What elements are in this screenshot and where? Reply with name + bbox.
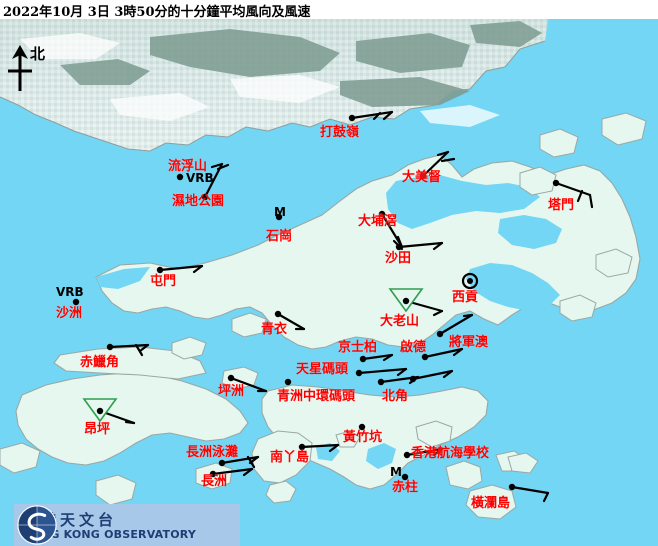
station-label-ta-kwu-ling: 打鼓嶺 [320,125,360,140]
station-label-sha-tin: 沙田 [385,251,412,266]
hko-logo-icon [17,505,57,545]
station-label-kai-tak: 啟德 [400,340,427,355]
station-label-ngong-ping: 昂坪 [84,422,111,437]
wind-barbs [98,110,594,503]
victoria-harbour [262,359,478,393]
station-vrb-sha-chau: VRB [56,285,84,299]
station-label-tap-mun: 塔門 [548,198,575,213]
station-vrb-lau-fau-shan: VRB [186,171,214,185]
small-islands [0,112,647,520]
station-label-tsing-yi: 青衣 [261,322,288,337]
map-graphics [0,19,658,546]
station-markers [72,114,560,491]
north-arrow-label: 北 [30,45,46,63]
station-label-central-pier: 中環碼頭 [303,389,356,404]
landmass-lantau [15,346,249,466]
station-label-stanley: 赤柱 [392,480,419,495]
station-label-tai-mei-tuk: 大美督 [402,170,442,185]
north-arrow-icon [8,45,32,91]
station-label-star-ferry: 天星碼頭 [296,362,349,377]
station-mflag-stanley: M [390,465,402,479]
station-label-tai-po-kau: 大埔滘 [358,214,398,229]
station-label-wetland-park: 濕地公園 [172,194,225,209]
station-label-chek-lap-kok: 赤鱲角 [80,355,120,370]
station-label-lamma-island: 南丫島 [270,450,310,465]
page-title: 2022年10月 3日 3時50分的十分鐘平均風向及風速 [3,5,311,20]
station-marker-sai-kung [461,272,479,290]
station-label-shek-kong: 石崗 [266,229,293,244]
station-label-peng-chau: 坪洲 [218,384,245,399]
landmass-new-territories [95,154,641,350]
station-label-tuen-mun: 屯門 [150,274,177,289]
station-label-sha-chau: 沙洲 [56,306,83,321]
station-label-tseung-kwan-o: 將軍澳 [449,335,489,350]
hko-logo-en: HONG KONG OBSERVATORY [22,527,197,541]
station-label-north-point: 北角 [382,389,409,404]
hong-kong-wind-map: 北 打鼓嶺 流浮山 VRB 濕地公園 M 石崗 塔門 大美督 大埔滘 沙田 屯門… [0,19,658,546]
station-label-sai-kung: 西貢 [452,290,479,305]
station-label-cheung-chau-beach: 長洲泳灘 [186,445,239,460]
station-label-green-island: 青洲 [277,389,304,404]
station-label-wong-chuk-hang: 黃竹坑 [343,430,383,445]
station-label-waglan-island: 橫瀾島 [471,496,511,511]
station-mflag-shek-kong: M [274,205,286,219]
north-arrow: 北 [4,41,64,93]
station-label-kings-park: 京士柏 [338,340,378,355]
station-label-hk-sea-school: 香港航海學校 [411,446,490,461]
station-label-cheung-chau: 長洲 [201,474,228,489]
station-label-tates-cairn: 大老山 [380,314,420,329]
mainland-terrain [0,19,548,152]
station-label-lau-fau-shan: 流浮山 [168,159,208,174]
title-bar: 2022年10月 3日 3時50分的十分鐘平均風向及風速 [0,0,658,20]
hko-logo: 香港天文台 HONG KONG OBSERVATORY [14,504,240,546]
